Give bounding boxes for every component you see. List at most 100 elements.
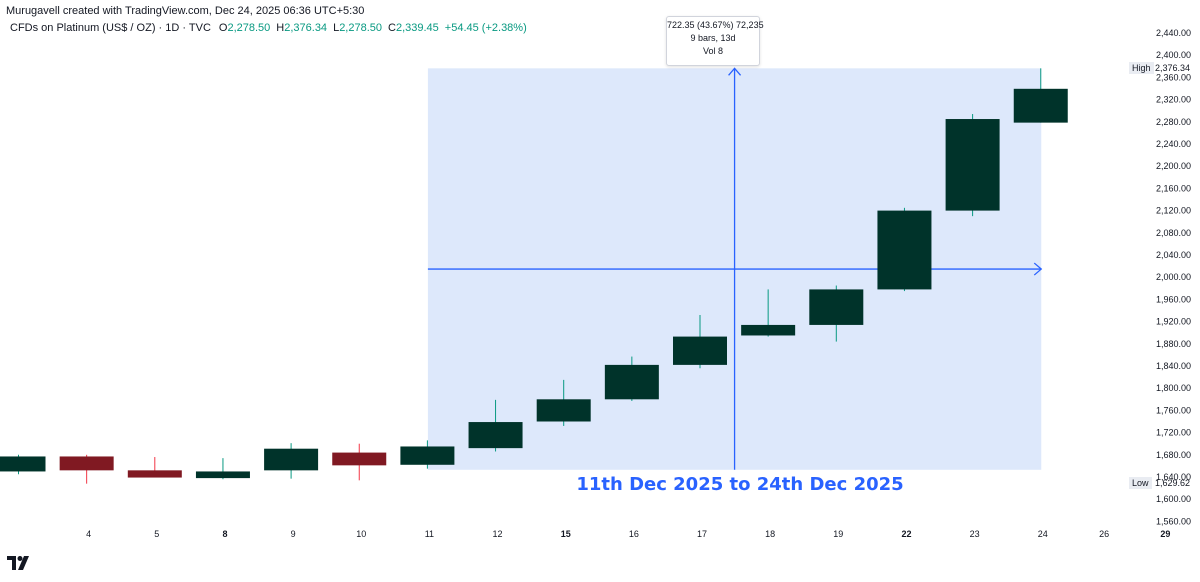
date-tick-label: 4	[86, 529, 91, 539]
price-tick-label: 2,320.00	[1156, 95, 1191, 105]
price-tick-label: 1,760.00	[1156, 405, 1191, 415]
candle-3	[0, 454, 46, 475]
price-tick-label: 1,960.00	[1156, 294, 1191, 304]
candle-body	[536, 399, 591, 422]
date-tick-label: 29	[1160, 529, 1170, 539]
close-key: C	[388, 22, 396, 34]
price-tick-label: 2,280.00	[1156, 117, 1191, 127]
low-price-value: 1,629.62	[1155, 478, 1191, 488]
low-label: Low	[1129, 477, 1152, 489]
price-tick-label: 2,080.00	[1156, 228, 1191, 238]
date-tick-label: 26	[1099, 529, 1109, 539]
date-tick-label: 23	[970, 529, 980, 539]
candle-body	[127, 470, 182, 478]
candle-9	[264, 443, 319, 479]
symbol-ohlc-legend: CFDs on Platinum (US$ / OZ) · 1D · TVC O…	[10, 22, 533, 34]
high-label: High	[1129, 62, 1154, 74]
date-tick-label: 24	[1038, 529, 1048, 539]
price-tick-label: 2,000.00	[1156, 272, 1191, 282]
candle-8	[195, 458, 250, 480]
date-tick-label: 5	[154, 529, 159, 539]
date-tick-label: 11	[425, 529, 434, 539]
measure-up-arrow-icon	[728, 67, 742, 76]
date-tick-label: 10	[356, 529, 366, 539]
candle-body	[945, 119, 1000, 211]
candle-5	[127, 457, 182, 478]
price-tick-label: 1,560.00	[1156, 516, 1191, 526]
candle-body	[332, 452, 387, 466]
date-tick-label: 17	[697, 529, 707, 539]
date-tick-label: 12	[493, 529, 503, 539]
date-tick-label: 22	[901, 529, 911, 539]
date-tick-label: 8	[222, 529, 227, 539]
price-tick-label: 2,160.00	[1156, 183, 1191, 193]
price-tick-label: 2,440.00	[1156, 28, 1191, 38]
date-tick-label: 16	[629, 529, 639, 539]
price-tick-label: 1,800.00	[1156, 383, 1191, 393]
measure-right-arrow-icon	[1033, 262, 1043, 276]
candle-body	[1013, 88, 1068, 123]
candle-10	[332, 443, 387, 481]
range-caption: 11th Dec 2025 to 24th Dec 2025	[576, 474, 904, 495]
low-value: 2,278.50	[339, 22, 383, 34]
price-tick-label: 2,200.00	[1156, 161, 1191, 171]
candle-11	[400, 440, 455, 469]
candle-22	[877, 207, 932, 292]
candle-body	[400, 446, 455, 465]
candle-15	[536, 379, 591, 426]
candle-4	[59, 454, 114, 484]
high-key: H	[276, 22, 285, 34]
price-tick-label: 1,680.00	[1156, 450, 1191, 460]
high-value: 2,376.34	[284, 22, 328, 34]
date-tick-label: 19	[833, 529, 843, 539]
date-tick-label: 9	[291, 529, 296, 539]
price-tick-label: 2,360.00	[1156, 72, 1191, 82]
price-tick-label: 1,920.00	[1156, 317, 1191, 327]
candle-16	[604, 356, 659, 401]
price-tick-label: 2,120.00	[1156, 206, 1191, 216]
price-tick-label: 1,720.00	[1156, 428, 1191, 438]
candle-body	[673, 336, 727, 365]
measure-tooltip-bars: 9 bars, 13d	[690, 33, 736, 43]
date-tick-label: 18	[765, 529, 775, 539]
candle-12	[468, 399, 523, 452]
candle-19	[809, 285, 864, 342]
measure-tooltip-change: 722.35 (43.67%) 72,235	[667, 20, 764, 30]
candle-body	[468, 422, 523, 449]
candle-body	[809, 289, 864, 325]
open-value: 2,278.50	[227, 22, 271, 34]
measure-tooltip: 722.35 (43.67%) 72,235 9 bars, 13d Vol 8	[666, 16, 764, 66]
price-tick-label: 1,640.00	[1156, 472, 1191, 482]
candle-body	[195, 471, 250, 479]
high-price-value: 2,376.34	[1155, 63, 1191, 73]
candlestick-series	[0, 68, 1068, 484]
price-tick-label: 1,880.00	[1156, 339, 1191, 349]
candle-17	[673, 314, 727, 369]
price-tick-label: 1,840.00	[1156, 361, 1191, 371]
candle-body	[604, 364, 659, 400]
symbol-title[interactable]: CFDs on Platinum (US$ / OZ) · 1D · TVC	[10, 22, 211, 34]
measure-tooltip-volume: Vol 8	[702, 46, 724, 56]
chart-credit: Murugavell created with TradingView.com,…	[6, 5, 365, 17]
measure-range-box	[427, 67, 1043, 470]
candle-24	[1013, 68, 1068, 123]
time-axis[interactable]: 4 5 8 9 10 11 12 15 16 17 18 19 22 23 24 26 29	[86, 529, 1170, 539]
price-axis[interactable]: 2,440.00 2,400.00 2,360.00 2,320.00 2,280.00…	[1156, 28, 1191, 526]
date-tick-label: 15	[561, 529, 571, 539]
candle-23	[945, 114, 1000, 217]
close-value: 2,339.45	[395, 22, 439, 34]
candle-body	[264, 448, 319, 471]
candle-body	[877, 210, 932, 290]
price-tick-label: 2,400.00	[1156, 50, 1191, 60]
low-key: L	[333, 22, 340, 34]
candle-body	[741, 324, 796, 336]
candle-18	[741, 289, 796, 337]
price-tick-label: 2,240.00	[1156, 139, 1191, 149]
price-tick-label: 2,040.00	[1156, 250, 1191, 260]
change-value: +54.45 (+2.38%)	[444, 22, 527, 34]
price-tick-label: 1,600.00	[1156, 494, 1191, 504]
open-key: O	[218, 22, 228, 34]
tradingview-logo-icon[interactable]	[7, 556, 29, 570]
candle-body	[0, 456, 46, 472]
